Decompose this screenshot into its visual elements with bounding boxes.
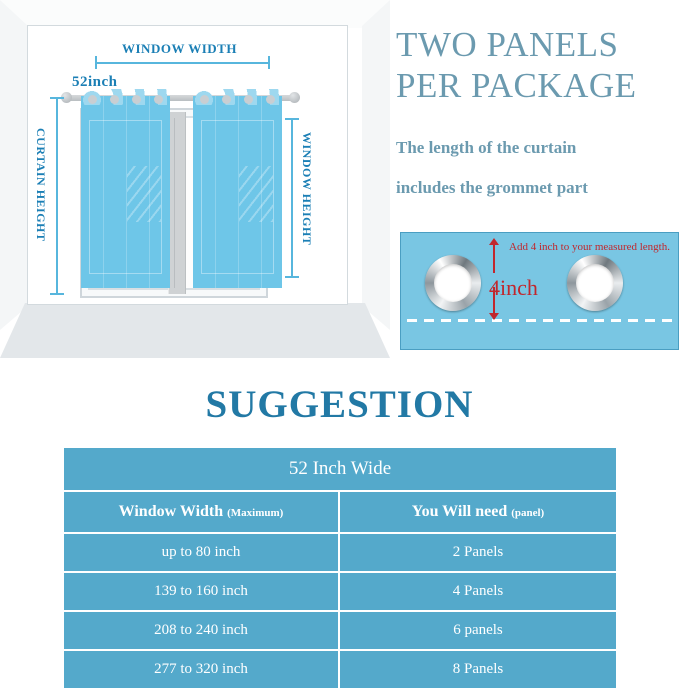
measured-length-dashed-line xyxy=(407,319,673,322)
table-header-row: Window Width (Maximum) You Will need (pa… xyxy=(64,492,616,532)
room-floor xyxy=(0,303,390,358)
grommet-note-text: Add 4 inch to your measured length. xyxy=(509,241,670,253)
window-mullion xyxy=(168,112,186,294)
grommet-icon xyxy=(132,94,142,104)
grommet-measure-label: 4inch xyxy=(489,275,538,300)
curtain-fold xyxy=(215,96,216,288)
promo-headline-line1: TWO PANELS xyxy=(396,25,619,64)
cell-panels: 2 Panels xyxy=(340,534,616,571)
grommet-icon xyxy=(266,94,276,104)
table-title-row: 52 Inch Wide xyxy=(64,448,616,490)
window-width-tick-right xyxy=(268,56,270,69)
grommet-icon xyxy=(221,94,231,104)
header-you-will-need: You Will need (panel) xyxy=(340,492,616,532)
curtain-height-label: CURTAIN HEIGHT xyxy=(34,128,48,242)
grommet-icon xyxy=(244,94,254,104)
grommet-scallops xyxy=(81,89,170,105)
curtain-fold xyxy=(238,96,239,288)
window-width-tick-left xyxy=(95,56,97,69)
curtain-fold xyxy=(261,96,262,288)
cell-panels: 4 Panels xyxy=(340,573,616,610)
panel-width-label: 52inch xyxy=(72,74,118,90)
cell-window-width: 208 to 240 inch xyxy=(64,612,340,649)
room-wall-right xyxy=(362,0,390,330)
header-window-width-sub: (Maximum) xyxy=(227,507,284,519)
window-width-label: WINDOW WIDTH xyxy=(122,41,237,56)
table-title-cell: 52 Inch Wide xyxy=(64,448,616,490)
window-height-label: WINDOW HEIGHT xyxy=(300,132,314,246)
curtain-sheen xyxy=(239,166,273,222)
grommet-row xyxy=(193,92,282,106)
room-ceiling xyxy=(0,0,390,28)
arrow-up-line xyxy=(493,243,495,273)
header-you-will-need-sub: (panel) xyxy=(511,507,545,519)
table-row: 139 to 160 inch 4 Panels xyxy=(64,573,616,610)
promo-column: TWO PANELS PER PACKAGE The length of the… xyxy=(396,24,679,208)
window-height-guide-line xyxy=(291,118,293,278)
grommet-icon xyxy=(87,94,97,104)
suggestion-title: SUGGESTION xyxy=(205,383,474,426)
grommet-icon xyxy=(154,94,164,104)
room-wall-left xyxy=(0,0,28,330)
room-illustration: WINDOW WIDTH 52inch CURTAIN HEIGHT WINDO… xyxy=(0,0,390,358)
grommet-icon xyxy=(109,94,119,104)
window-height-tick-top xyxy=(285,118,299,120)
arrow-down-line xyxy=(493,287,495,319)
grommet-ring-left xyxy=(425,255,481,311)
cell-window-width: up to 80 inch xyxy=(64,534,340,571)
curtain-inner-border xyxy=(89,120,162,274)
header-window-width-main: Window Width xyxy=(118,503,224,520)
promo-headline-line2: PER PACKAGE xyxy=(396,66,637,105)
curtain-height-guide-line xyxy=(56,97,58,295)
table-row: 277 to 320 inch 8 Panels xyxy=(64,651,616,688)
window-width-guide-line xyxy=(95,62,270,64)
cell-panels: 8 Panels xyxy=(340,651,616,688)
arrow-up-icon xyxy=(489,238,499,245)
promo-subline-line2: includes the grommet part xyxy=(396,178,588,197)
suggestion-table: 52 Inch Wide Window Width (Maximum) You … xyxy=(64,446,616,690)
table-row: up to 80 inch 2 Panels xyxy=(64,534,616,571)
promo-subline-line1: The length of the curtain xyxy=(396,138,577,157)
header-window-width: Window Width (Maximum) xyxy=(64,492,340,532)
grommet-scallops xyxy=(193,89,282,105)
table-row: 208 to 240 inch 6 panels xyxy=(64,612,616,649)
curtain-height-tick-top xyxy=(50,97,64,99)
grommet-icon xyxy=(199,94,209,104)
window-height-tick-bottom xyxy=(285,276,299,278)
header-you-will-need-main: You Will need xyxy=(411,503,508,520)
grommet-diagram: Add 4 inch to your measured length. 4inc… xyxy=(400,232,679,350)
curtain-fold xyxy=(149,96,150,288)
curtain-rod-finial-right xyxy=(289,92,300,103)
cell-window-width: 139 to 160 inch xyxy=(64,573,340,610)
curtain-fold xyxy=(126,96,127,288)
curtain-inner-border xyxy=(201,120,274,274)
curtain-panel-left xyxy=(81,89,170,288)
curtain-rod xyxy=(66,95,294,101)
cell-window-width: 277 to 320 inch xyxy=(64,651,340,688)
arrow-down-icon xyxy=(489,313,499,320)
grommet-ring-right xyxy=(567,255,623,311)
cell-panels: 6 panels xyxy=(340,612,616,649)
curtain-fold xyxy=(103,96,104,288)
grommet-row xyxy=(81,92,170,106)
curtain-height-tick-bottom xyxy=(50,293,64,295)
curtain-panel-right xyxy=(193,89,282,288)
curtain-rod-finial-left xyxy=(61,92,72,103)
curtain-sheen xyxy=(127,166,161,222)
